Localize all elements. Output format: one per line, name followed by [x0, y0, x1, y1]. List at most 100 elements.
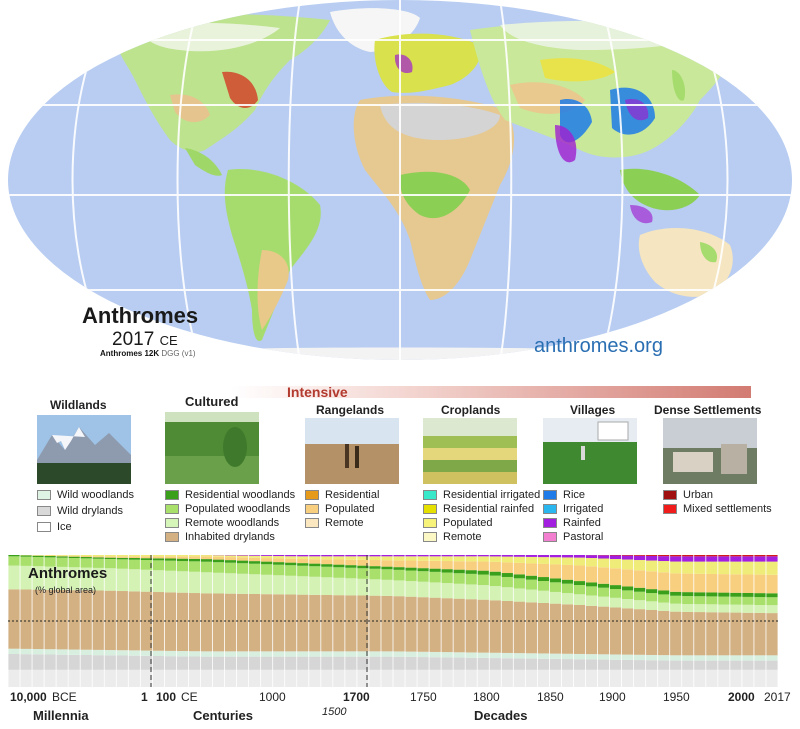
bar-segment-wild-drylands — [8, 654, 20, 670]
bar-segment-wild-woodlands — [8, 648, 20, 654]
bar-segment-ice — [309, 669, 321, 687]
bar-segment-wild-drylands — [261, 656, 273, 670]
bar-segment-wild-drylands — [164, 656, 177, 670]
bar-segment-rangelands — [742, 574, 754, 593]
bar-segment-populated-woodlands — [477, 574, 489, 586]
swatch-inhabited-drylands — [165, 532, 179, 542]
map-dataset: Anthromes 12K DGG (v1) — [100, 349, 196, 358]
bar-segment-wild-drylands — [333, 656, 345, 670]
bar-segment-ice — [694, 669, 706, 687]
bar-segment-ice — [754, 669, 766, 687]
bar-segment-wild-drylands — [140, 655, 152, 670]
bar-segment-inhabited-drylands — [393, 596, 405, 652]
bar-segment-remote-woodlands — [236, 573, 249, 594]
bar-segment-wild-woodlands — [249, 651, 261, 657]
bar-segment-ice — [297, 669, 309, 687]
bar-segment-wild-woodlands — [32, 649, 44, 655]
bar-segment-populated-woodlands — [549, 582, 562, 592]
bar-segment-remote-woodlands — [477, 585, 489, 600]
bar-segment-inhabited-drylands — [345, 595, 357, 652]
bar-segment-wild-woodlands — [634, 654, 646, 661]
bar-segment-rangelands — [176, 556, 189, 559]
bar-segment-inhabited-drylands — [116, 591, 128, 651]
bar-segment-rangelands — [273, 558, 285, 563]
bar-segment-residential-woodlands — [249, 561, 261, 564]
bar-segment-ice — [357, 669, 369, 687]
bar-segment-villages — [658, 556, 670, 562]
bar-segment-residential-woodlands — [429, 568, 441, 572]
bar-segment-ice — [104, 669, 116, 687]
bar-segment-residential-woodlands — [417, 568, 429, 572]
bar-segment-inhabited-drylands — [477, 599, 489, 653]
bar-segment-populated-woodlands — [646, 593, 658, 602]
bar-segment-wild-woodlands — [609, 654, 622, 660]
bar-segment-populated-woodlands — [658, 594, 670, 603]
bar-segment-villages — [609, 555, 622, 560]
bar-segment-residential-woodlands — [597, 583, 610, 588]
bar-segment-croplands — [381, 556, 393, 561]
bar-segment-croplands — [585, 558, 598, 567]
bar-segment-remote-woodlands — [441, 583, 453, 599]
legend-residential-rainfed: Residential rainfed — [443, 503, 535, 515]
bar-segment-inhabited-drylands — [357, 595, 369, 652]
bar-segment-populated-woodlands — [381, 569, 393, 580]
bar-segment-inhabited-drylands — [549, 603, 562, 654]
bar-segment-wild-drylands — [537, 658, 549, 670]
bar-segment-rangelands — [200, 556, 213, 560]
bar-segment-populated-woodlands — [417, 571, 429, 582]
bar-segment-residential-woodlands — [621, 586, 634, 591]
bar-segment-residential-woodlands — [706, 592, 718, 597]
bar-segment-rangelands — [634, 570, 646, 588]
bar-segment-remote-woodlands — [345, 578, 357, 596]
bar-segment-ice — [224, 669, 237, 687]
bar-segment-croplands — [682, 561, 694, 574]
bar-segment-populated-woodlands — [501, 576, 513, 588]
bar-segment-inhabited-drylands — [309, 594, 321, 652]
bar-segment-wild-drylands — [236, 656, 249, 670]
bar-segment-croplands — [285, 556, 297, 559]
bar-segment-croplands — [549, 557, 562, 565]
bar-segment-villages — [285, 555, 297, 557]
bar-segment-wild-drylands — [477, 657, 489, 670]
bar-segment-remote-woodlands — [128, 569, 140, 592]
site-link[interactable]: anthromes.org — [534, 335, 663, 357]
bar-segment-remote-woodlands — [261, 574, 273, 595]
bar-segment-croplands — [573, 557, 586, 566]
bar-segment-rangelands — [212, 556, 225, 560]
bar-segment-croplands — [56, 555, 68, 556]
bar-segment-populated-woodlands — [116, 559, 128, 569]
bar-segment-wild-woodlands — [104, 650, 116, 656]
bar-segment-wild-woodlands — [513, 653, 525, 659]
bar-segment-ice — [465, 669, 477, 687]
swatch-populated-croplands — [423, 518, 437, 528]
bar-segment-wild-woodlands — [549, 653, 562, 659]
bar-segment-remote-woodlands — [285, 575, 297, 595]
bar-segment-croplands — [718, 561, 730, 575]
bar-segment-wild-woodlands — [176, 651, 189, 657]
bar-segment-croplands — [621, 559, 634, 570]
bar-segment-croplands — [429, 556, 441, 561]
bar-segment-remote-woodlands — [621, 599, 634, 609]
bar-segment-dense-settlements — [766, 555, 778, 557]
bar-segment-residential-woodlands — [465, 570, 477, 574]
bar-segment-rangelands — [754, 574, 766, 594]
bar-segment-wild-drylands — [152, 656, 165, 670]
bar-segment-residential-woodlands — [224, 560, 237, 563]
bar-segment-remote-woodlands — [766, 605, 778, 614]
bar-segment-wild-woodlands — [333, 651, 345, 657]
bar-segment-rangelands — [140, 556, 152, 559]
bar-segment-inhabited-drylands — [465, 599, 477, 653]
legend-remote-rangelands: Remote — [325, 517, 364, 529]
bar-segment-croplands — [92, 555, 104, 557]
bar-segment-wild-woodlands — [670, 655, 682, 661]
bar-segment-residential-woodlands — [766, 593, 778, 598]
bar-segment-wild-drylands — [706, 660, 718, 670]
bar-segment-croplands — [321, 556, 333, 560]
bar-segment-ice — [140, 669, 152, 687]
dataset-name: Anthromes 12K — [100, 349, 160, 358]
bar-segment-dense-settlements — [730, 555, 742, 557]
bar-segment-ice — [369, 669, 381, 687]
bar-segment-croplands — [513, 556, 525, 563]
bar-segment-remote-woodlands — [381, 579, 393, 596]
bar-segment-wild-woodlands — [345, 651, 357, 657]
